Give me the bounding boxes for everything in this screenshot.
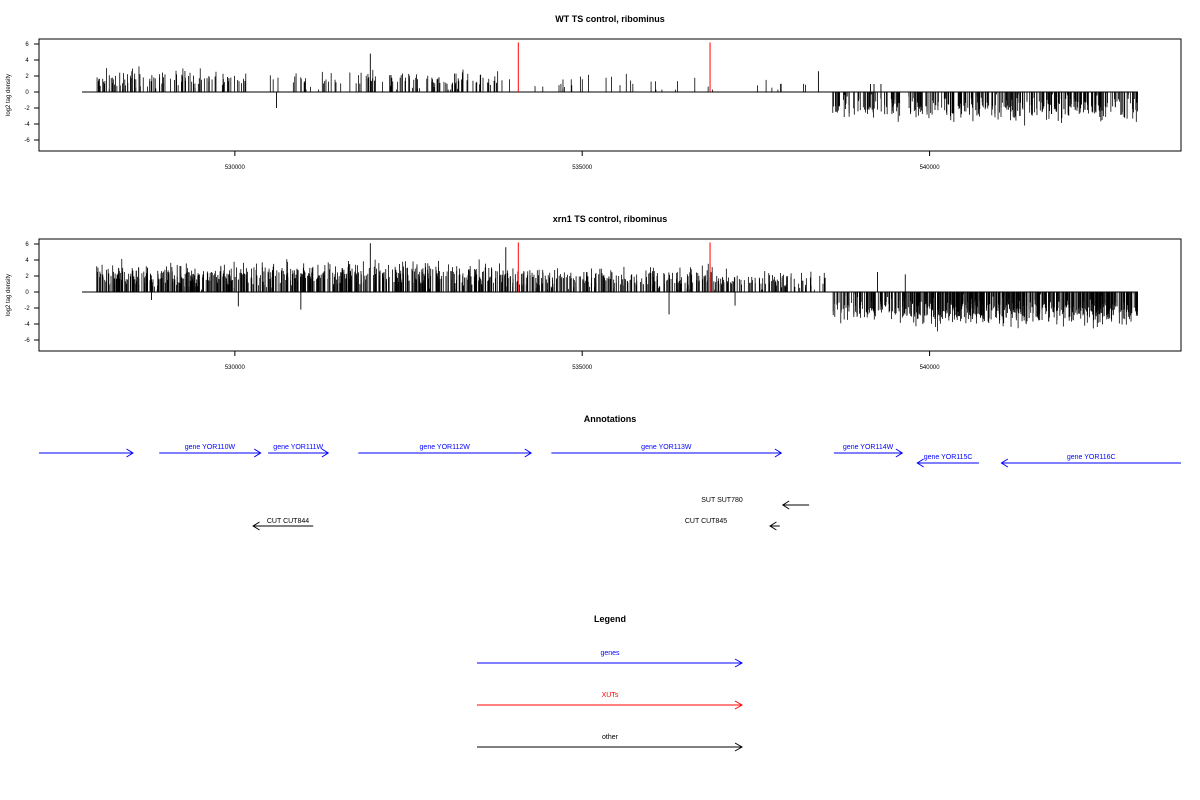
y-tick-label: -2 (24, 106, 30, 112)
other-feature-arrow: SUT SUT780 (701, 497, 810, 510)
legend-title: Legend (594, 614, 626, 624)
x-tick-label: 530000 (225, 165, 246, 171)
y-tick-label: 6 (25, 242, 29, 248)
gene-label: gene YOR112W (420, 444, 471, 451)
x-axis: 530000 535000 540000 (225, 351, 940, 371)
panel-title: xrn1 TS control, ribominus (553, 214, 668, 224)
annotations-track: Annotations gene YOR110W gene YOR111W gene… (39, 414, 1181, 531)
wt-density-panel: WT TS control, ribominus log2 tag densit… (6, 14, 1182, 171)
x-tick-label: 535000 (572, 165, 593, 171)
annotations-title: Annotations (584, 414, 637, 424)
gene-label: gene YOR115C (924, 454, 973, 461)
y-tick-label: 4 (25, 258, 29, 264)
y-tick-label: -4 (24, 122, 30, 128)
feature-label: SUT SUT780 (701, 497, 743, 504)
legend-item: genes (477, 650, 744, 668)
annotation-features: gene YOR110W gene YOR111W gene YOR112W gene… (39, 444, 1181, 531)
y-tick-label: 2 (25, 74, 29, 80)
legend-item: other (477, 734, 744, 752)
panel-title: WT TS control, ribominus (555, 14, 665, 24)
gene-arrow: gene YOR115C (916, 454, 979, 468)
x-tick-label: 530000 (225, 365, 246, 371)
gene-arrow: gene YOR111W (268, 444, 330, 458)
y-axis-label: log2 tag density (6, 274, 12, 316)
y-tick-label: -4 (24, 322, 30, 328)
gene-arrow: gene YOR112W (358, 444, 533, 458)
x-tick-label: 535000 (572, 365, 593, 371)
legend-label: other (602, 734, 619, 741)
x-tick-label: 540000 (920, 165, 941, 171)
gene-arrow (39, 448, 134, 458)
y-tick-label: 4 (25, 58, 29, 64)
y-tick-label: -6 (24, 338, 30, 344)
gene-arrow: gene YOR114W (833, 444, 904, 458)
y-tick-label: 0 (25, 90, 29, 96)
y-tick-label: -2 (24, 306, 30, 312)
gene-arrow: gene YOR116C (1000, 454, 1181, 468)
feature-label: CUT CUT844 (267, 518, 309, 525)
gene-label: gene YOR111W (273, 444, 323, 451)
gene-label: gene YOR113W (641, 444, 692, 451)
legend-label: genes (600, 650, 620, 657)
gene-arrow: gene YOR110W (159, 444, 262, 458)
legend-label: XUTs (602, 692, 619, 699)
x-axis: 530000 535000 540000 (225, 151, 940, 171)
gene-arrow: gene YOR113W (551, 444, 783, 458)
y-tick-label: -6 (24, 138, 30, 144)
xrn1-density-panel: xrn1 TS control, ribominus log2 tag dens… (6, 214, 1182, 371)
legend-items: genes XUTs other (477, 650, 744, 752)
x-tick-label: 540000 (920, 365, 941, 371)
y-axis: 6 4 2 0 -2 -4 -6 (24, 242, 40, 344)
y-axis-label: log2 tag density (6, 74, 12, 116)
gene-label: gene YOR116C (1067, 454, 1116, 461)
gene-label: gene YOR110W (185, 444, 236, 451)
density-bars (82, 53, 1139, 126)
xut-markers (517, 242, 711, 292)
legend-item: XUTs (477, 692, 744, 710)
xut-markers (517, 42, 711, 92)
other-feature-arrow: CUT CUT845 (685, 518, 780, 531)
y-axis: 6 4 2 0 -2 -4 -6 (24, 42, 40, 144)
y-tick-label: 0 (25, 290, 29, 296)
legend: Legend genes XUTs other (477, 614, 744, 752)
feature-label: CUT CUT845 (685, 518, 727, 525)
y-tick-label: 2 (25, 274, 29, 280)
gene-label: gene YOR114W (843, 444, 894, 451)
density-bars (82, 243, 1139, 332)
y-tick-label: 6 (25, 42, 29, 48)
other-feature-arrow: CUT CUT844 (252, 518, 314, 531)
